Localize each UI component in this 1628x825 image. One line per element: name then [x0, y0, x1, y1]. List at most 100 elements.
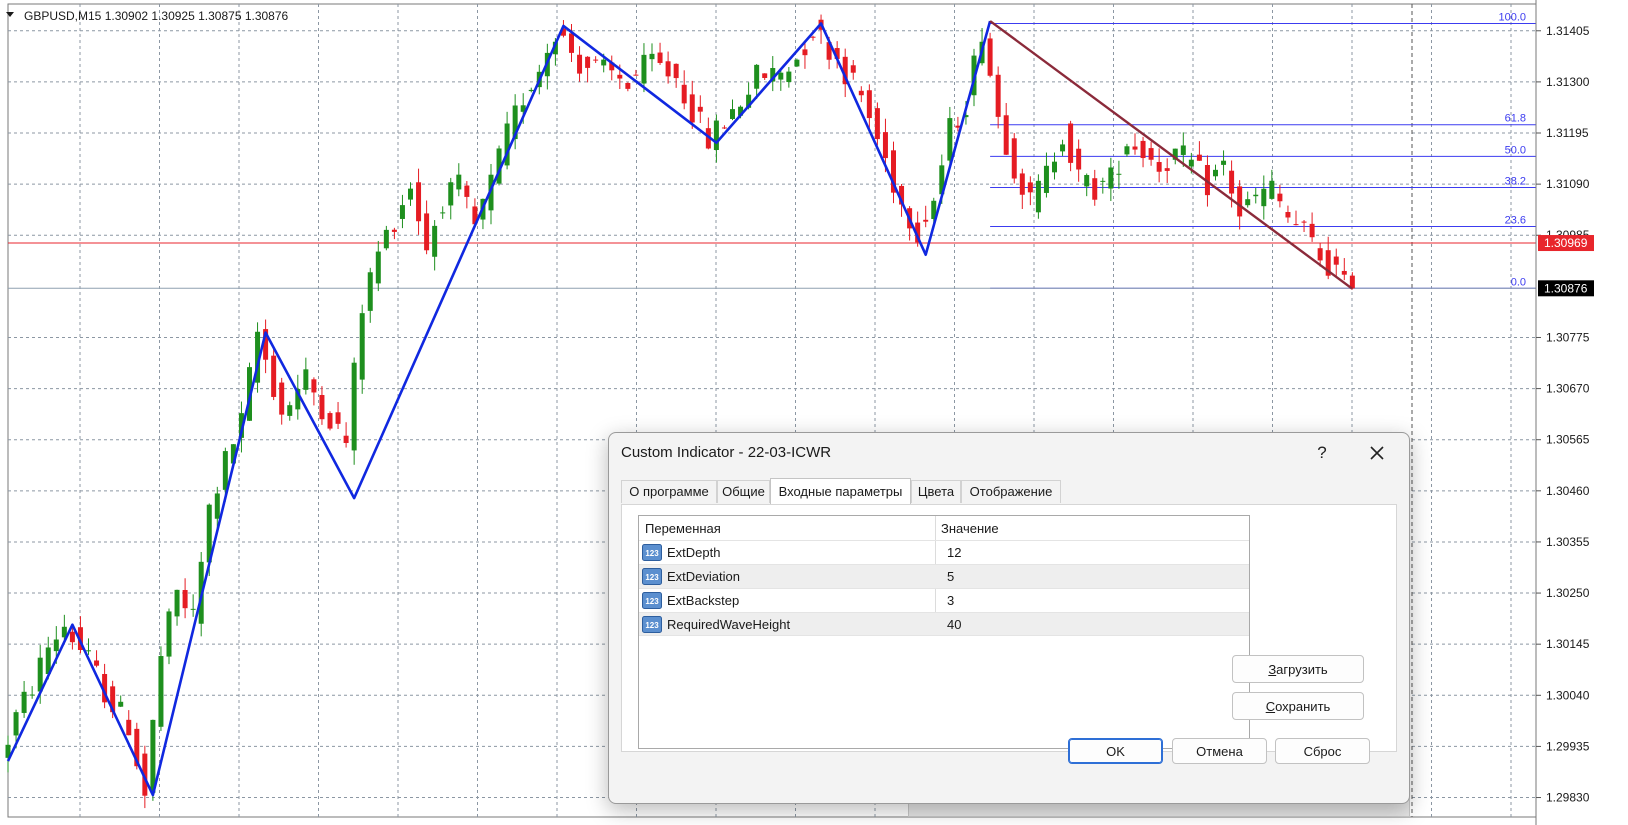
candle-body [1132, 146, 1138, 150]
candle-body [560, 28, 566, 36]
candle-body [134, 728, 140, 767]
save-button[interactable]: Сохранить [1232, 692, 1364, 720]
price-tick-label: 1.30670 [1546, 382, 1590, 396]
tab-common[interactable]: Общие [717, 480, 770, 503]
table-header: Переменная Значение [639, 516, 1249, 540]
header-variable[interactable]: Переменная [645, 521, 721, 536]
candle-body [705, 128, 711, 149]
candle-body [601, 59, 607, 66]
candle-body [1180, 145, 1186, 155]
candle-body [633, 74, 639, 76]
load-accel-key: З [1268, 661, 1277, 677]
table-row[interactable]: 123 ExtDepth 12 [639, 540, 1249, 564]
candle-body [1140, 140, 1146, 159]
help-button[interactable]: ? [1307, 439, 1337, 467]
candle-body [69, 631, 75, 643]
cancel-button[interactable]: Отмена [1172, 738, 1267, 764]
candle-body [367, 272, 373, 311]
candle-body [94, 660, 100, 666]
candle-body [287, 405, 293, 416]
close-button[interactable] [1357, 439, 1397, 467]
candle-body [255, 331, 261, 383]
candle-body [850, 65, 856, 73]
tab-inputs[interactable]: Входные параметры [770, 478, 911, 504]
load-button[interactable]: Загрузить [1232, 655, 1364, 683]
candle-body [77, 627, 83, 650]
table-row[interactable]: 123 ExtDeviation 5 [639, 564, 1249, 588]
candle-body [665, 61, 671, 77]
candle-body [939, 165, 945, 195]
candle-body [569, 33, 574, 53]
fib-level-label: 61.8 [1505, 113, 1526, 125]
candle-body [126, 719, 132, 736]
custom-indicator-dialog: Custom Indicator - 22-03-ICWR ? О програ… [608, 432, 1410, 804]
candle-body [915, 222, 921, 243]
candle-body [432, 225, 438, 257]
candle-body [504, 123, 510, 166]
inputs-panel: Переменная Значение 123 ExtDepth 12 123 … [621, 504, 1397, 752]
candle-body [987, 38, 993, 76]
candle-body [158, 656, 164, 727]
candle-body [577, 54, 583, 74]
tab-about[interactable]: О программе [621, 480, 717, 503]
tab-colors[interactable]: Цвета [911, 480, 961, 503]
candle-body [295, 388, 301, 410]
zigzag-line [6, 20, 992, 797]
price-tick-label: 1.31300 [1546, 75, 1590, 89]
candle-body [61, 626, 67, 638]
price-tick-label: 1.30250 [1546, 586, 1590, 600]
price-tick-label: 1.31405 [1546, 24, 1590, 38]
candle-body [1349, 275, 1355, 289]
candle-body [1285, 212, 1291, 218]
reset-button[interactable]: Сброс [1275, 738, 1370, 764]
candle-body [206, 504, 212, 563]
candle-body [53, 639, 59, 652]
candle-body [1052, 161, 1057, 173]
param-value[interactable]: 40 [947, 617, 962, 632]
candle-body [1333, 256, 1339, 265]
candle-body [697, 106, 703, 112]
candle-body [303, 369, 309, 390]
candle-body [1317, 248, 1323, 261]
candle-body [399, 205, 405, 219]
fib-level-label: 38.2 [1505, 176, 1526, 188]
candle-body [408, 188, 413, 200]
candle-body [29, 694, 35, 696]
tab-visualization[interactable]: Отображение [961, 480, 1061, 503]
candle-body [86, 650, 91, 652]
candle-body [1003, 115, 1009, 155]
table-row[interactable]: 123 RequiredWaveHeight 40 [639, 612, 1249, 636]
candle-body [1019, 173, 1025, 195]
candle-body [528, 89, 534, 92]
candle-body [1035, 180, 1041, 213]
candle-body [1269, 180, 1275, 199]
candle-body [424, 213, 430, 251]
candle-body [1196, 154, 1202, 161]
ok-button[interactable]: OK [1068, 738, 1163, 764]
dialog-titlebar[interactable]: Custom Indicator - 22-03-ICWR ? [609, 433, 1409, 473]
price-axis-background [1537, 0, 1628, 825]
candle-body [1172, 148, 1178, 160]
candle-body [496, 148, 502, 184]
candle-body [641, 54, 647, 84]
load-label: агрузить [1276, 661, 1328, 677]
chart-header: GBPUSD,M15 1.30902 1.30925 1.30875 1.308… [6, 9, 289, 23]
candle-body [214, 493, 220, 519]
candle-body [464, 185, 470, 197]
candle-body [681, 84, 687, 104]
candle-body [238, 413, 244, 438]
candle-body [1156, 162, 1162, 172]
header-value[interactable]: Значение [941, 521, 999, 536]
candle-body [174, 589, 180, 617]
candle-body [1084, 175, 1090, 187]
param-value[interactable]: 5 [947, 569, 955, 584]
candle-body [882, 132, 888, 159]
candle-body [13, 712, 19, 736]
table-row[interactable]: 123 ExtBackstep 3 [639, 588, 1249, 612]
param-value[interactable]: 3 [947, 593, 955, 608]
candle-body [1076, 148, 1082, 170]
candle-body [150, 719, 156, 793]
param-value[interactable]: 12 [947, 545, 962, 560]
candle-body [552, 41, 558, 55]
price-tick-label: 1.30355 [1546, 535, 1590, 549]
